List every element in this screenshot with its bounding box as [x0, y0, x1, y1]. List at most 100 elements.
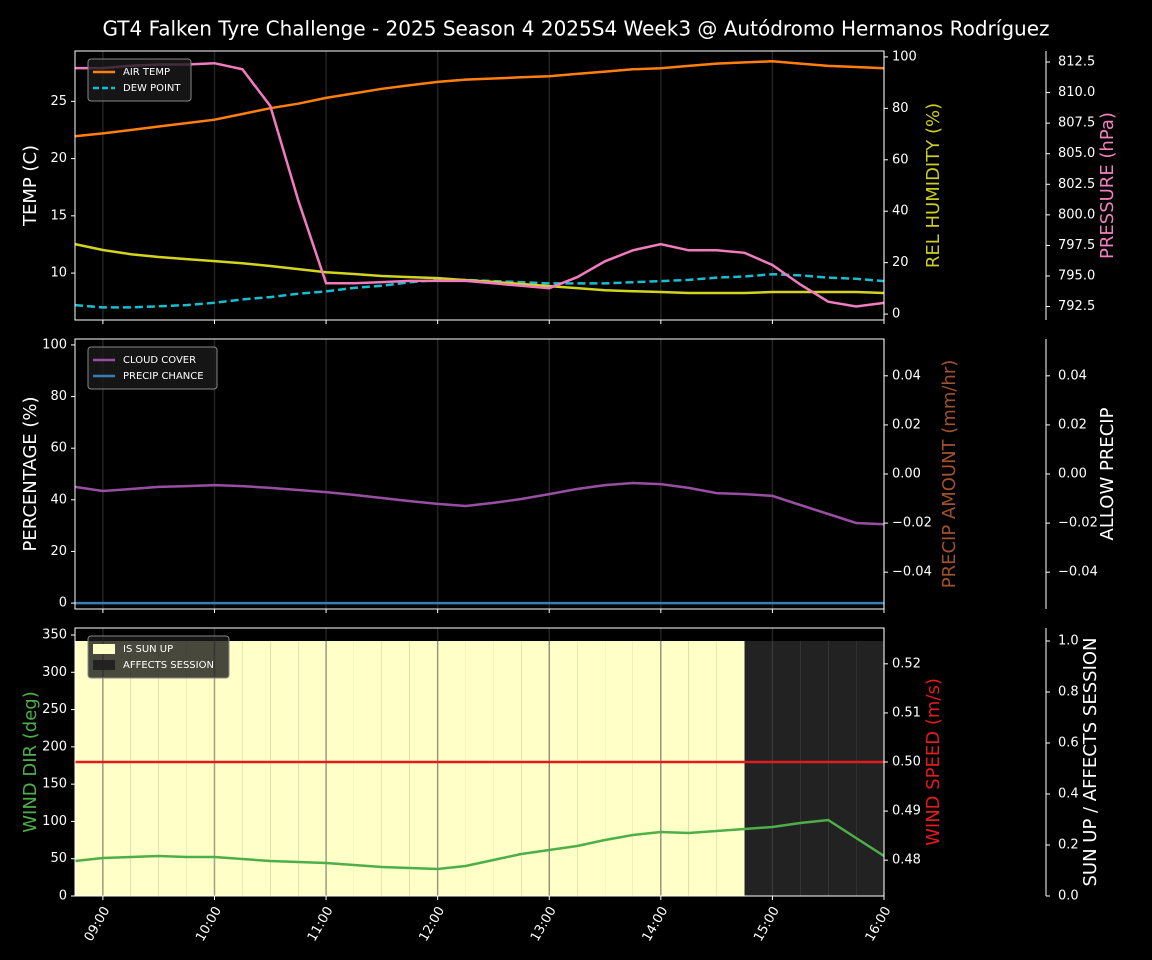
- y3-tick-label: 802.5: [1058, 177, 1095, 192]
- y3-tick-label: 807.5: [1058, 116, 1095, 131]
- series-line: [74, 818, 885, 871]
- y2-tick-label: 80: [892, 101, 909, 116]
- y-tick-label: 200: [42, 739, 67, 754]
- series-line: [75, 61, 885, 308]
- y3-tick-label: 795.0: [1058, 268, 1095, 283]
- area-segment: [577, 641, 606, 896]
- area-segment: [493, 641, 522, 896]
- series-line: [74, 60, 885, 138]
- y3-tick-label: 1.0: [1058, 634, 1079, 649]
- plot-frame: [74, 50, 885, 321]
- y-tick-label: 50: [50, 851, 67, 866]
- y-tick-label: 10: [50, 266, 67, 281]
- y-tick-label: 15: [50, 208, 67, 223]
- area-segment: [298, 641, 327, 896]
- y3-tick-label: 0.4: [1058, 787, 1079, 802]
- axis-label: TEMP (C): [20, 145, 41, 227]
- y2-tick-label: −0.02: [892, 516, 932, 531]
- y3-tick-label: 0.2: [1058, 838, 1079, 853]
- series-line: [74, 481, 885, 526]
- y2-tick-label: 0.52: [892, 656, 921, 671]
- y-tick-label: 150: [42, 777, 67, 792]
- y-tick-label: 40: [50, 492, 67, 507]
- area-segment: [437, 641, 466, 896]
- y2-tick-label: 0.02: [892, 417, 921, 432]
- axis-label: SUN UP / AFFECTS SESSION: [1080, 637, 1101, 886]
- axis-label: PERCENTAGE (%): [20, 396, 41, 551]
- area-segment: [465, 641, 494, 896]
- y3-tick-label: 0.02: [1058, 417, 1087, 432]
- y-tick-label: 100: [42, 337, 67, 352]
- area-segment: [102, 641, 131, 896]
- y3-tick-label: 797.5: [1058, 238, 1095, 253]
- area-segment: [381, 641, 410, 896]
- area-segment: [214, 641, 243, 896]
- y-tick-label: 350: [42, 628, 67, 643]
- y2-tick-label: 20: [892, 255, 909, 270]
- legend-swatch: [93, 660, 115, 670]
- y2-tick-label: 100: [892, 49, 917, 64]
- area-segment: [660, 641, 689, 896]
- y3-tick-label: 805.0: [1058, 146, 1095, 161]
- y3-tick-label: 0.0: [1058, 889, 1079, 904]
- y3-tick-label: −0.04: [1058, 565, 1098, 580]
- area-segment: [688, 641, 717, 896]
- legend-swatch: [93, 644, 115, 654]
- y2-tick-label: −0.04: [892, 565, 932, 580]
- y2-tick-label: 0: [892, 307, 900, 322]
- y2-tick-label: 40: [892, 204, 909, 219]
- y3-tick-label: 0.00: [1058, 467, 1087, 482]
- y-tick-label: 300: [42, 665, 67, 680]
- y-tick-label: 100: [42, 814, 67, 829]
- axis-label: WIND SPEED (m/s): [923, 678, 944, 846]
- y3-tick-label: 0.8: [1058, 685, 1079, 700]
- y-tick-label: 20: [50, 151, 67, 166]
- y2-tick-label: 0.04: [892, 368, 921, 383]
- y-tick-label: 0: [59, 596, 67, 611]
- y2-tick-label: 0.48: [892, 853, 921, 868]
- area-segment: [242, 641, 271, 896]
- area-segment: [716, 641, 745, 896]
- y3-tick-label: −0.02: [1058, 516, 1098, 531]
- y2-tick-label: 0.50: [892, 755, 921, 770]
- y3-tick-label: 792.5: [1058, 299, 1095, 314]
- legend-box: [87, 58, 192, 102]
- area-segment: [605, 641, 633, 896]
- legend-box: [87, 635, 230, 679]
- axis-label: ALLOW PRECIP: [1097, 407, 1118, 540]
- area-segment: [409, 641, 438, 896]
- chart-title: GT4 Falken Tyre Challenge - 2025 Season …: [102, 17, 1049, 41]
- area-segment: [326, 641, 354, 896]
- area-segment: [521, 641, 550, 896]
- axis-label: WIND DIR (deg): [20, 691, 41, 833]
- y-tick-label: 0: [59, 889, 67, 904]
- axis-label: PRECIP AMOUNT (mm/hr): [939, 360, 960, 589]
- area-segment: [75, 641, 103, 896]
- area-segment: [632, 641, 661, 896]
- legend-label: DEW POINT: [123, 83, 181, 94]
- legend-label: AIR TEMP: [123, 67, 170, 78]
- legend-label: IS SUN UP: [123, 644, 173, 655]
- y-tick-label: 250: [42, 702, 67, 717]
- legend-label: AFFECTS SESSION: [123, 660, 214, 671]
- y-tick-label: 80: [50, 389, 67, 404]
- y3-tick-label: 0.04: [1058, 368, 1087, 383]
- area-segment: [800, 641, 829, 896]
- y-tick-label: 25: [50, 94, 67, 109]
- area-segment: [158, 641, 187, 896]
- y2-tick-label: 0.51: [892, 705, 921, 720]
- series-line: [74, 272, 885, 309]
- y-tick-label: 20: [50, 544, 67, 559]
- area-segment: [856, 641, 884, 896]
- area-segment: [186, 641, 215, 896]
- y3-tick-label: 810.0: [1058, 85, 1095, 100]
- y3-tick-label: 800.0: [1058, 207, 1095, 222]
- area-segment: [772, 641, 801, 896]
- y2-tick-label: 60: [892, 152, 909, 167]
- legend-label: PRECIP CHANCE: [123, 371, 204, 382]
- legend-label: CLOUD COVER: [123, 355, 196, 366]
- y2-tick-label: 0.49: [892, 804, 921, 819]
- axis-label: PRESSURE (hPa): [1097, 112, 1118, 259]
